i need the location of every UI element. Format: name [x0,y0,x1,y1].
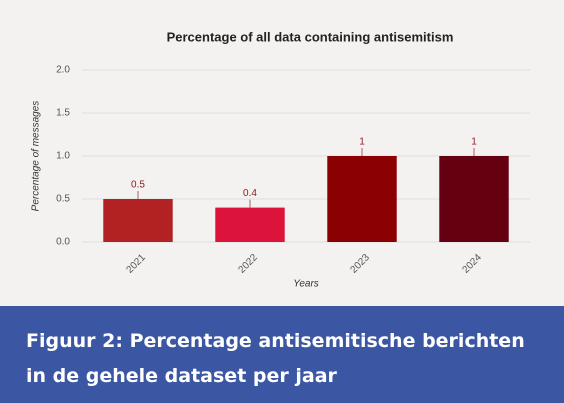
bar [439,156,509,242]
y-tick-label: 0.0 [56,237,70,248]
y-tick-label: 0.5 [56,194,70,205]
data-label: 1 [471,137,477,148]
caption-line: Figuur 2: Percentage antisemitische beri… [26,330,525,352]
data-label: 1 [359,137,365,148]
data-label: 0.4 [243,188,257,199]
caption-band [0,306,564,403]
x-axis-label: Years [293,279,319,290]
caption-line: in de gehele dataset per jaar [26,365,338,387]
y-tick-label: 1.0 [56,151,70,162]
y-tick-label: 1.5 [56,108,70,119]
y-tick-label: 2.0 [56,65,70,76]
chart-title: Percentage of all data containing antise… [167,29,454,44]
y-axis-label: Percentage of messages [31,101,42,212]
bar [327,156,397,242]
bar [103,199,173,242]
bar [215,207,285,242]
chart-background [0,0,564,306]
data-label: 0.5 [131,180,145,191]
